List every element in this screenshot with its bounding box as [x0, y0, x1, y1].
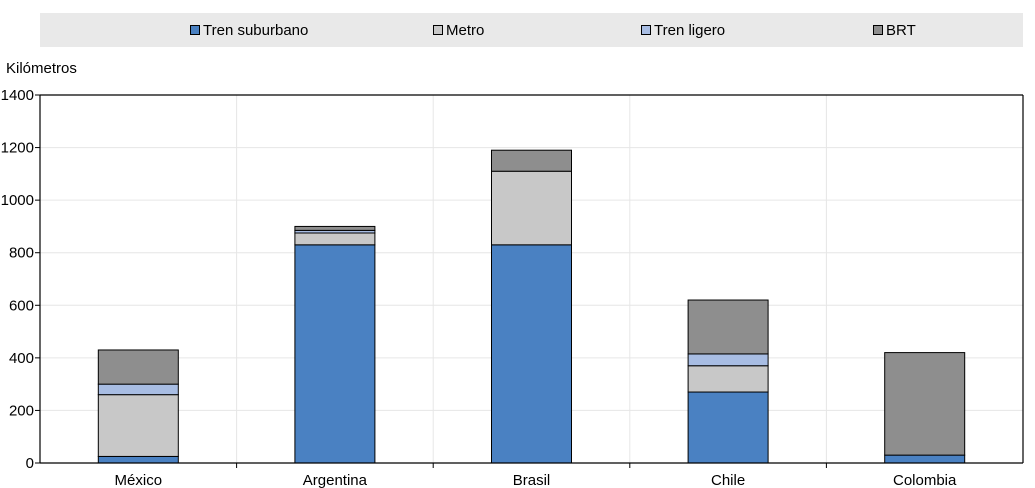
- legend-label: Tren suburbano: [203, 21, 309, 39]
- y-tick-label: 800: [9, 245, 34, 262]
- legend-label: Metro: [446, 21, 485, 39]
- bar-segment-tren-suburbano: [97, 455, 179, 464]
- y-tick-label: 1000: [1, 192, 34, 209]
- chart-legend: Tren suburbano Metro Tren ligero BRT: [40, 13, 1023, 47]
- legend-swatch-tren-ligero: [641, 25, 651, 35]
- x-tick-label: Chile: [711, 472, 745, 488]
- bar-segment-brt: [294, 225, 376, 231]
- bar-segment-brt: [97, 349, 179, 385]
- bar-segment-tren-suburbano: [687, 391, 769, 464]
- legend-swatch-tren-suburbano: [190, 25, 200, 35]
- x-tick-label: Brasil: [513, 472, 551, 488]
- y-tick-label: 400: [9, 350, 34, 367]
- bar-segment-tren-suburbano: [294, 244, 376, 464]
- bar-segment-tren-ligero: [687, 353, 769, 367]
- y-tick-label: 0: [26, 455, 34, 472]
- bar-segment-metro: [687, 365, 769, 393]
- bar-segment-tren-suburbano: [884, 454, 966, 464]
- x-tick-label: Colombia: [893, 472, 957, 488]
- bar-segment-brt: [491, 149, 572, 172]
- legend-label: Tren ligero: [654, 21, 726, 39]
- legend-item-brt: BRT: [873, 13, 916, 47]
- bar-segment-tren-suburbano: [491, 244, 572, 464]
- y-tick-label: 1200: [1, 140, 34, 157]
- legend-item-tren-suburbano: Tren suburbano: [190, 13, 308, 47]
- legend-label: BRT: [886, 21, 916, 39]
- bar-segment-metro: [294, 232, 376, 246]
- y-tick-label: 200: [9, 402, 34, 419]
- bar-segment-tren-ligero: [97, 383, 179, 396]
- y-tick-label: 1400: [1, 87, 34, 104]
- bar-segment-brt: [884, 352, 966, 456]
- bar-segment-metro: [491, 170, 572, 246]
- y-tick-label: 600: [9, 297, 34, 314]
- legend-swatch-brt: [873, 25, 883, 35]
- x-tick-label: Argentina: [303, 472, 368, 488]
- legend-item-tren-ligero: Tren ligero: [641, 13, 725, 47]
- legend-swatch-metro: [433, 25, 443, 35]
- y-axis-label: Kilómetros: [6, 60, 77, 77]
- x-tick-label: México: [115, 472, 163, 488]
- legend-item-metro: Metro: [433, 13, 484, 47]
- bar-segment-brt: [687, 299, 769, 355]
- bar-segment-metro: [97, 394, 179, 457]
